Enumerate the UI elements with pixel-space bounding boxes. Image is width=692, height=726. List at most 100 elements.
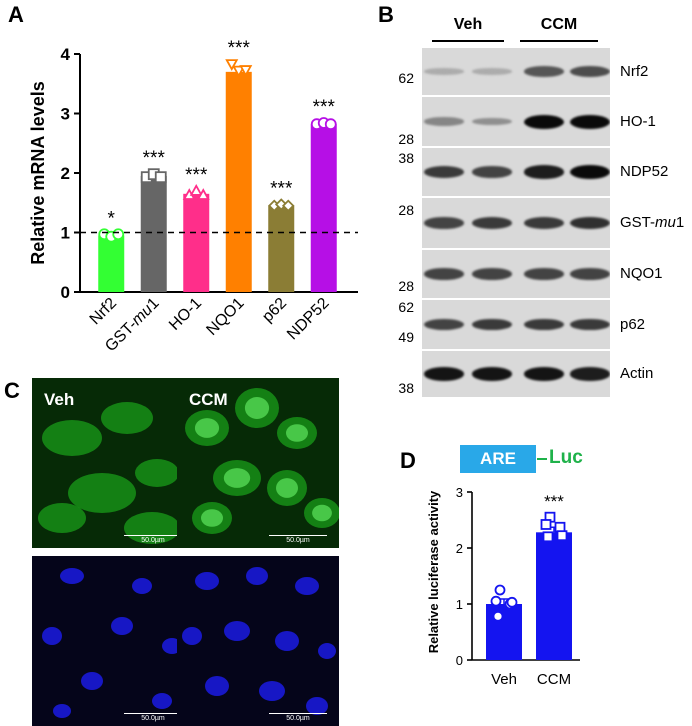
nuclear-signal	[223, 468, 251, 488]
blot-band	[472, 318, 512, 331]
blot-band	[472, 68, 512, 75]
micrograph-condition-label: Veh	[44, 390, 75, 409]
micrograph-blue: 50.0µm	[177, 556, 339, 726]
d-data-point	[540, 519, 552, 530]
cell-body	[101, 402, 153, 434]
d-y-tick-label: 0	[456, 653, 463, 668]
nuclear-signal	[312, 504, 332, 522]
a-bar	[98, 235, 125, 292]
construct-link-line	[537, 458, 547, 460]
d-bar	[486, 604, 522, 660]
blot-band	[570, 216, 610, 230]
blot-band	[524, 114, 564, 129]
blot-strip	[422, 97, 610, 146]
a-bar	[140, 175, 167, 292]
blot-band	[524, 318, 564, 331]
blot-band	[570, 66, 610, 77]
scale-bar: 50.0µm	[269, 535, 327, 544]
a-significance: ***	[228, 38, 251, 59]
d-y-tick-label: 2	[456, 541, 463, 556]
cell-nucleus	[81, 672, 103, 690]
d-data-point	[542, 531, 554, 543]
micrograph-blue: 50.0µm	[32, 556, 194, 726]
blot-mw-marker: 28	[398, 131, 414, 147]
blot-band	[472, 117, 512, 126]
blot-mw-marker: 28	[398, 202, 414, 218]
blot-band	[424, 217, 464, 229]
a-x-tick-label: p62	[259, 295, 290, 326]
a-bar	[268, 205, 295, 292]
western-blot: Veh CCM Nrf2 62 HO-1 28 NDP52 38 GST-mu1 28 NQO1 28…	[370, 0, 692, 400]
a-data-point	[112, 228, 125, 241]
d-y-tick-label: 3	[456, 485, 463, 500]
cell-nucleus	[42, 627, 62, 645]
a-y-tick-label: 4	[61, 45, 71, 64]
blot-band	[524, 268, 564, 280]
d-data-point	[494, 584, 506, 596]
cell-nucleus	[132, 578, 152, 594]
blot-band	[570, 114, 610, 129]
blot-band	[424, 166, 464, 178]
blot-band	[524, 367, 564, 381]
luciferase-bar-chart: 0 1 2 3 Relative luciferase activity Veh *** CC…	[426, 485, 580, 688]
scale-bar-label: 50.0µm	[286, 537, 310, 544]
cell-nucleus	[295, 577, 319, 595]
d-significance: ***	[544, 492, 564, 511]
nuclear-signal	[276, 478, 298, 498]
nuclear-signal	[286, 424, 308, 442]
cell-body	[38, 503, 86, 533]
panel-letter-a: A	[8, 2, 24, 27]
blot-band	[472, 217, 512, 229]
blot-strip	[422, 250, 610, 298]
scale-bar: 50.0µm	[124, 713, 182, 722]
panel-letter-c: C	[4, 378, 20, 403]
cell-nucleus	[111, 617, 133, 635]
blot-strip	[422, 300, 610, 349]
blot-row-label: NDP52	[620, 163, 669, 180]
cell-body	[192, 502, 232, 534]
blot-mw-marker: 49	[398, 329, 414, 345]
cell-body	[235, 388, 279, 428]
are-luc-construct: ARE Luc	[460, 445, 583, 475]
blot-band	[570, 367, 610, 381]
a-data-point	[232, 65, 246, 78]
d-x-tick-label: Veh	[491, 671, 517, 688]
d-data-point	[556, 530, 568, 542]
a-data-point	[239, 65, 253, 77]
blot-band	[424, 318, 464, 331]
blot-strip	[422, 198, 610, 248]
cell-nucleus	[53, 704, 71, 718]
scale-bar: 50.0µm	[124, 535, 182, 544]
blot-band	[524, 165, 564, 179]
cell-nucleus	[246, 567, 268, 585]
blot-band	[570, 165, 610, 179]
cell-body	[304, 498, 339, 528]
d-data-point	[492, 610, 504, 622]
a-data-point	[225, 59, 239, 71]
blot-mw-marker: 28	[398, 278, 414, 294]
blot-row-label: HO-1	[620, 112, 656, 130]
blot-row-label: Actin	[620, 365, 654, 382]
a-bar	[183, 193, 210, 292]
cell-body	[42, 420, 102, 456]
cell-nucleus	[152, 693, 172, 709]
a-x-tick-label: NQO1	[203, 295, 247, 339]
d-bar	[536, 532, 572, 660]
cell-body	[277, 417, 317, 449]
blot-band	[472, 268, 512, 280]
blot-mw-marker: 38	[398, 380, 414, 396]
blot-group-veh: Veh	[453, 16, 483, 33]
blot-group-line	[520, 40, 598, 42]
a-bar	[225, 71, 252, 292]
a-significance: ***	[143, 148, 166, 169]
a-significance: *	[108, 208, 116, 229]
nuclear-signal	[194, 418, 220, 438]
blot-strip	[422, 48, 610, 95]
cell-nucleus	[60, 568, 84, 584]
nuclear-signal	[201, 509, 223, 527]
a-y-tick-label: 1	[61, 224, 70, 243]
blot-band	[424, 367, 464, 381]
blot-band	[524, 66, 564, 77]
d-y-axis-label: Relative luciferase activity	[426, 490, 441, 653]
d-data-point	[506, 596, 518, 608]
